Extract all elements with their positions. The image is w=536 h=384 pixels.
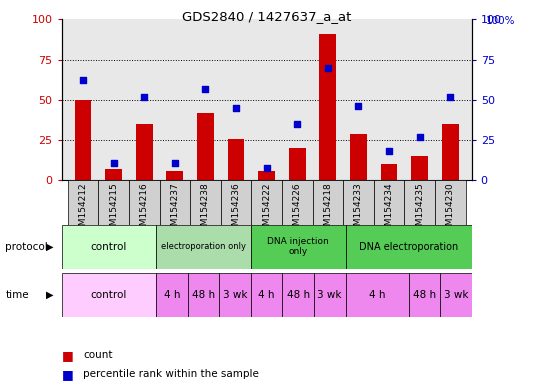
Text: 4 h: 4 h [258,290,275,300]
Bar [374,180,404,225]
Point [109,160,118,166]
Bar [258,171,275,180]
Text: GSM154215: GSM154215 [109,183,118,237]
Text: 4 h: 4 h [164,290,180,300]
Text: electroporation only: electroporation only [161,242,246,251]
Bar [197,113,214,180]
Text: GSM154234: GSM154234 [384,183,393,237]
Text: protocol: protocol [5,242,48,252]
Point [324,65,332,71]
Text: GSM154216: GSM154216 [140,183,149,237]
Bar [319,34,336,180]
Text: count: count [83,350,113,360]
Text: GSM154226: GSM154226 [293,183,302,237]
Text: GSM154238: GSM154238 [201,183,210,237]
Bar [350,134,367,180]
Text: GSM154222: GSM154222 [262,183,271,237]
Bar [404,180,435,225]
Bar [157,273,188,317]
Bar [251,225,346,269]
Bar [62,273,157,317]
Text: control: control [91,242,127,252]
Text: 3 wk: 3 wk [317,290,342,300]
Bar [68,180,99,225]
Text: 48 h: 48 h [287,290,310,300]
Text: GDS2840 / 1427637_a_at: GDS2840 / 1427637_a_at [182,10,351,23]
Bar [129,180,160,225]
Text: 4 h: 4 h [369,290,385,300]
Point [354,103,363,109]
Text: GSM154212: GSM154212 [79,183,87,237]
Bar [75,100,92,180]
Bar [221,180,251,225]
Bar [105,169,122,180]
Bar [343,180,374,225]
Point [140,94,148,100]
Bar [440,273,472,317]
Text: ▶: ▶ [46,242,53,252]
Text: 48 h: 48 h [192,290,215,300]
Point [293,121,302,127]
Text: 3 wk: 3 wk [444,290,468,300]
Text: DNA electroporation: DNA electroporation [359,242,458,252]
Bar [160,180,190,225]
Bar [62,225,157,269]
Bar [282,180,312,225]
Point [385,148,393,154]
Text: 48 h: 48 h [413,290,436,300]
Text: GSM154218: GSM154218 [323,183,332,237]
Bar [190,180,221,225]
Text: ■: ■ [62,349,73,362]
Text: GSM154236: GSM154236 [232,183,241,237]
Text: time: time [5,290,29,300]
Bar [289,148,306,180]
Text: GSM154230: GSM154230 [446,183,455,237]
Point [263,164,271,170]
Bar [381,164,398,180]
Point [79,78,87,84]
Text: 3 wk: 3 wk [223,290,248,300]
Point [201,86,210,92]
Point [170,160,179,166]
Text: GSM154237: GSM154237 [170,183,180,237]
Bar [228,139,244,180]
Bar [251,273,282,317]
Text: DNA injection
only: DNA injection only [267,237,329,257]
Bar [442,124,459,180]
Point [232,105,240,111]
Bar [188,273,219,317]
Point [415,134,424,140]
Text: GSM154233: GSM154233 [354,183,363,237]
Text: GSM154235: GSM154235 [415,183,424,237]
Text: ▶: ▶ [46,290,53,300]
Bar [435,180,466,225]
Bar [408,273,440,317]
Y-axis label: 100%: 100% [486,16,515,26]
Bar [314,273,346,317]
Bar [346,225,472,269]
Bar [136,124,153,180]
Bar [346,273,408,317]
Bar [157,225,251,269]
Bar [219,273,251,317]
Bar [167,171,183,180]
Bar [411,156,428,180]
Text: ■: ■ [62,368,73,381]
Point [446,94,455,100]
Text: control: control [91,290,127,300]
Bar [312,180,343,225]
Text: percentile rank within the sample: percentile rank within the sample [83,369,259,379]
Bar [251,180,282,225]
Bar [99,180,129,225]
Bar [282,273,314,317]
